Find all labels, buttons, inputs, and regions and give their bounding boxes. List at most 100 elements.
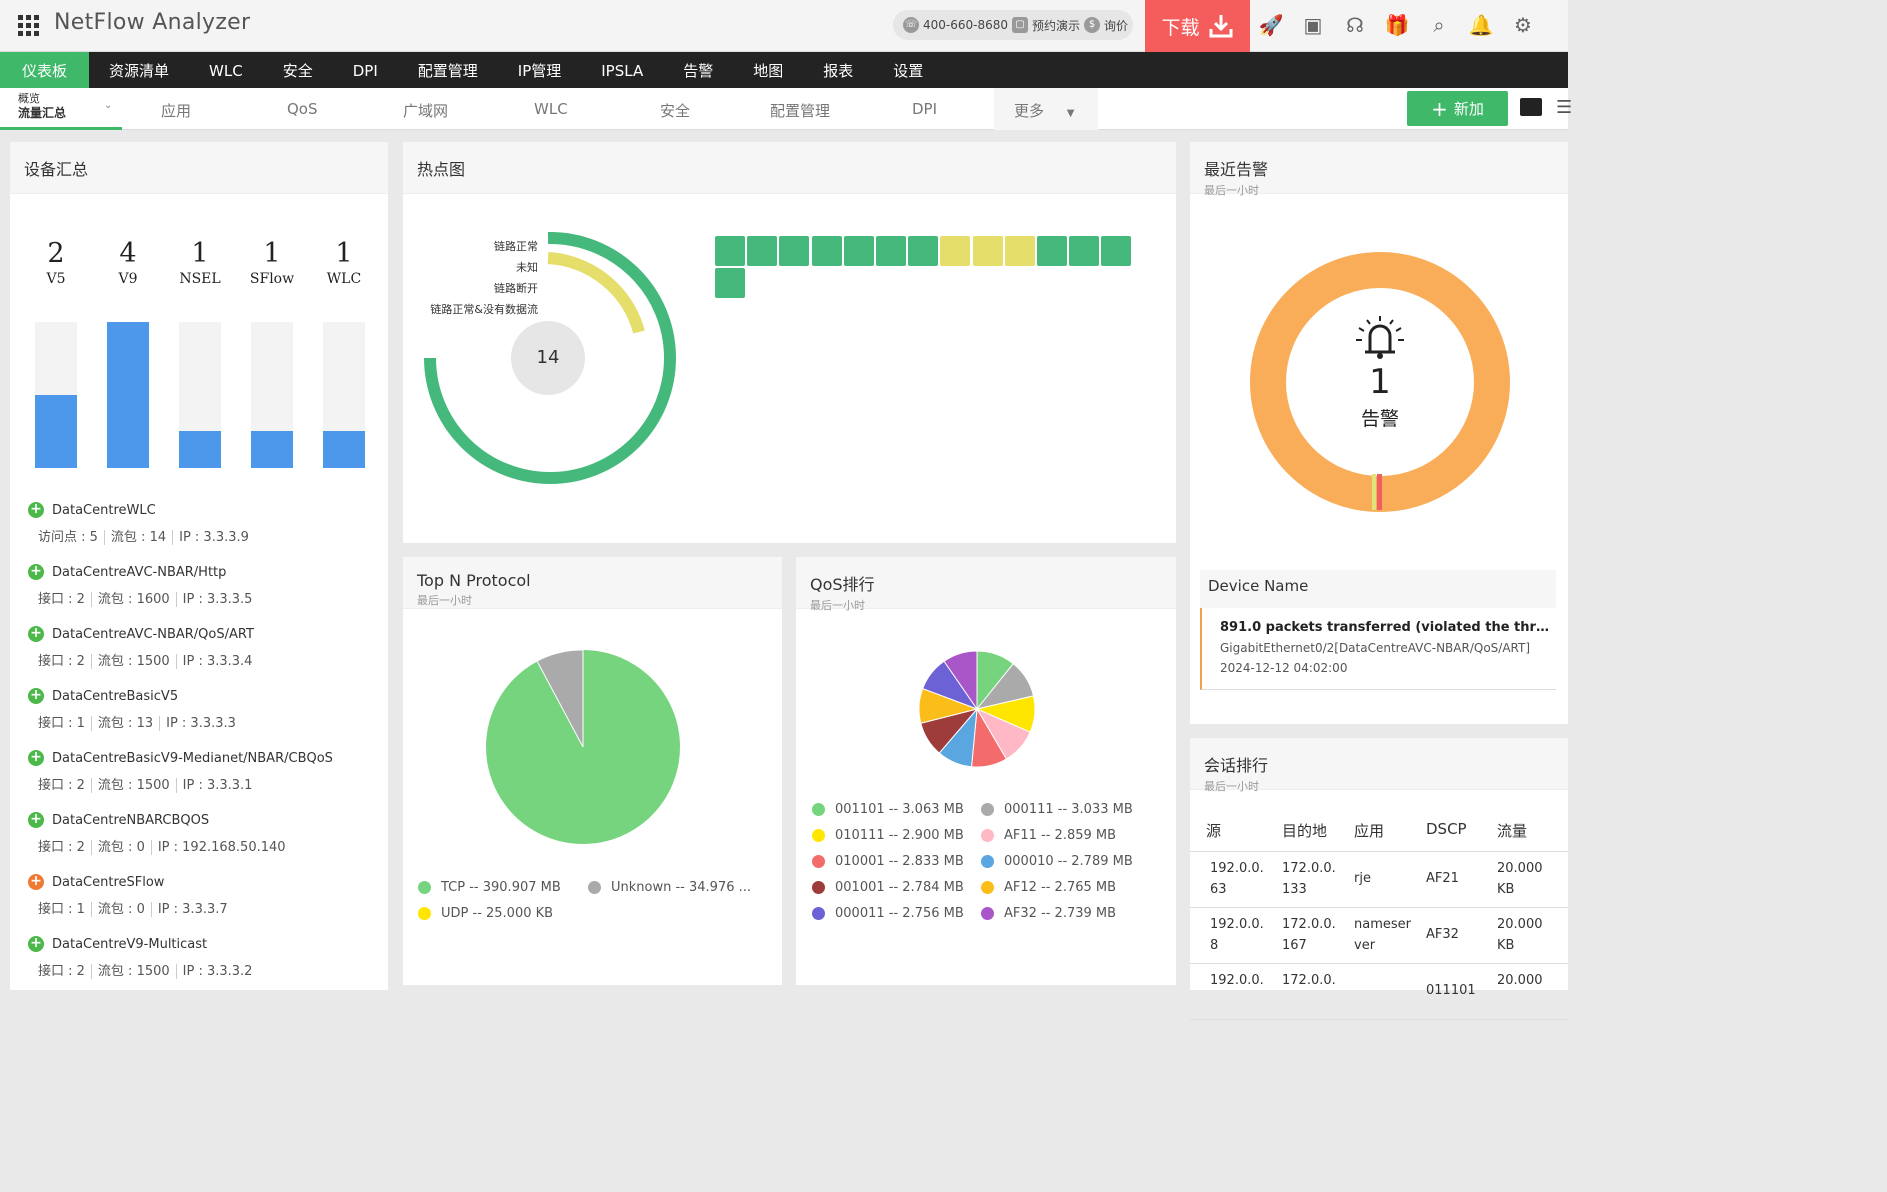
heatmap-cell[interactable] [747,236,778,266]
device-count-bar-0[interactable] [35,322,77,468]
qos-legend-item[interactable]: 010001 -- 2.833 MB [812,854,964,869]
tab-more[interactable]: 更多 ▼ [994,88,1098,130]
fullscreen-icon[interactable] [1520,98,1542,116]
device-list-item[interactable]: + DataCentreV9-Multicast 接口 : 2 流包 : 1500 IP… [28,936,388,979]
qos-legend-item[interactable]: 000111 -- 3.033 MB [981,802,1133,817]
menu-icon[interactable]: ☰ [1556,97,1573,118]
bell-icon[interactable]: 🔔 [1468,13,1494,37]
qos-pie-slice[interactable] [943,650,978,711]
device-list-item[interactable]: + DataCentreAVC-NBAR/Http 接口 : 2 流包 : 1600 I… [28,564,388,607]
tab-security[interactable]: 安全 [660,102,691,120]
search-icon[interactable]: ⌕ [1433,13,1445,37]
nav-dashboard[interactable]: 仪表板 [0,52,90,88]
heatmap-cell[interactable] [715,236,745,266]
device-name[interactable]: DataCentreAVC-NBAR/QoS/ART [52,626,254,642]
demo-link[interactable]: 预约演示 [1032,18,1081,33]
phone-number[interactable]: 400-660-8680 [923,18,1009,32]
device-list-item[interactable]: + DataCentreAVC-NBAR/QoS/ART 接口 : 2 流包 : 15… [28,626,388,669]
device-list-item[interactable]: + DataCentreSFlow 接口 : 1 流包 : 0 IP : 3.3.3.7 [28,874,388,917]
nav-ip[interactable]: IP管理 [517,62,562,80]
qos-legend-item[interactable]: 000010 -- 2.789 MB [981,854,1133,869]
heatmap-cell[interactable] [1069,236,1100,266]
device-name[interactable]: DataCentreBasicV5 [52,688,179,704]
tab-config[interactable]: 配置管理 [770,102,831,120]
headset-icon[interactable]: ☊ [1346,13,1364,37]
col-dscp[interactable]: DSCP [1426,820,1467,838]
tab-wan[interactable]: 广域网 [403,102,449,120]
device-count-4[interactable]: 1 WLC [314,238,374,287]
heatmap-cell[interactable] [811,236,842,266]
nav-alarms[interactable]: 告警 [683,62,714,80]
legend-unknown-proto[interactable]: Unknown -- 34.976 ... [588,880,751,895]
device-name[interactable]: DataCentreNBARCBQOS [52,812,210,828]
device-list-item[interactable]: + DataCentreBasicV5 接口 : 1 流包 : 13 IP : 3.3.… [28,688,388,731]
col-application[interactable]: 应用 [1354,822,1385,840]
nav-wlc[interactable]: WLC [209,62,243,80]
heatmap-cell[interactable] [972,236,1003,266]
device-list-item[interactable]: + DataCentreWLC 访问点 : 5 流包 : 14 IP : 3.3.3.9 [28,502,388,545]
app-grid-icon[interactable] [18,15,39,36]
tab-wlc[interactable]: WLC [534,100,568,118]
col-destination[interactable]: 目的地 [1282,822,1328,840]
qos-legend-item[interactable]: AF11 -- 2.859 MB [981,828,1116,843]
nav-config[interactable]: 配置管理 [417,62,478,80]
presentation-icon[interactable]: ▣ [1303,13,1323,37]
nav-inventory[interactable]: 资源清单 [109,62,170,80]
rocket-icon[interactable]: 🚀 [1258,13,1284,37]
heatmap-cell[interactable] [715,268,745,298]
qos-legend-item[interactable]: AF32 -- 2.739 MB [981,906,1116,921]
device-count-bar-2[interactable] [179,322,221,468]
price-link[interactable]: 询价 [1104,18,1129,33]
device-name[interactable]: DataCentreAVC-NBAR/Http [52,564,227,580]
qos-legend-item[interactable]: 000011 -- 2.756 MB [812,906,964,921]
device-name[interactable]: DataCentreWLC [52,502,156,518]
heatmap-cell[interactable] [876,236,906,266]
chevron-down-icon[interactable]: ⌄ [104,100,113,111]
col-volume[interactable]: 流量 [1497,822,1528,840]
gear-icon[interactable]: ⚙ [1514,13,1532,37]
device-count-bar-1[interactable] [107,322,149,468]
heatmap-cell[interactable] [779,236,810,266]
device-count-bar-3[interactable] [251,322,293,468]
table-row[interactable]: 192.0.0. 172.0.0. 011101 20.000 [1190,964,1568,1020]
nav-reports[interactable]: 报表 [823,62,854,80]
nav-dpi[interactable]: DPI [352,62,378,80]
tab-application[interactable]: 应用 [161,102,192,120]
device-list-item[interactable]: + DataCentreBasicV9-Medianet/NBAR/CBQoS 接口… [28,750,388,793]
device-count-2[interactable]: 1 NSEL [170,238,230,287]
table-row[interactable]: 192.0.0. 8 172.0.0. 167 nameser ver AF32 20.000… [1190,908,1568,964]
col-source[interactable]: 源 [1206,822,1222,840]
device-name[interactable]: DataCentreBasicV9-Medianet/NBAR/CBQoS [52,750,333,766]
add-widget-button[interactable]: + 新加 [1407,91,1508,126]
qos-legend-item[interactable]: 001101 -- 3.063 MB [812,802,964,817]
tab-qos[interactable]: QoS [287,100,318,118]
ring-unknown-arc[interactable] [547,252,645,334]
ring-up-arc[interactable] [424,232,676,484]
table-row[interactable]: 192.0.0. 63 172.0.0. 133 rje AF21 20.000 KB [1190,852,1568,908]
device-name[interactable]: DataCentreV9-Multicast [52,936,208,952]
legend-udp[interactable]: UDP -- 25.000 KB [418,906,553,921]
nav-ipsla[interactable]: IPSLA [601,62,644,80]
heatmap-cell[interactable] [1101,236,1132,266]
heatmap-cell[interactable] [908,236,939,266]
nav-settings[interactable]: 设置 [893,62,924,80]
device-count-bar-4[interactable] [323,322,365,468]
nav-maps[interactable]: 地图 [753,62,784,80]
device-name[interactable]: DataCentreSFlow [52,874,165,890]
heatmap-cell[interactable] [843,236,874,266]
qos-legend-item[interactable]: 010111 -- 2.900 MB [812,828,964,843]
device-count-1[interactable]: 4 V9 [98,238,158,287]
nav-security[interactable]: 安全 [282,62,313,80]
device-count-0[interactable]: 2 V5 [26,238,86,287]
download-button[interactable]: 下载 [1145,0,1250,52]
pie-slice-unknown[interactable] [536,649,584,748]
device-list-item[interactable]: + DataCentreNBARCBQOS 接口 : 2 流包 : 0 IP : 192… [28,812,388,855]
alert-item[interactable]: 891.0 packets transferred (violated the … [1200,608,1556,690]
heatmap-cell[interactable] [940,236,971,266]
qos-legend-item[interactable]: AF12 -- 2.765 MB [981,880,1116,895]
heatmap-cell[interactable] [1004,236,1035,266]
tab-overview[interactable]: 概览 流量汇总 ⌄ [0,88,122,130]
qos-legend-item[interactable]: 001001 -- 2.784 MB [812,880,964,895]
tab-dpi[interactable]: DPI [912,100,938,118]
legend-tcp[interactable]: TCP -- 390.907 MB [418,880,561,895]
